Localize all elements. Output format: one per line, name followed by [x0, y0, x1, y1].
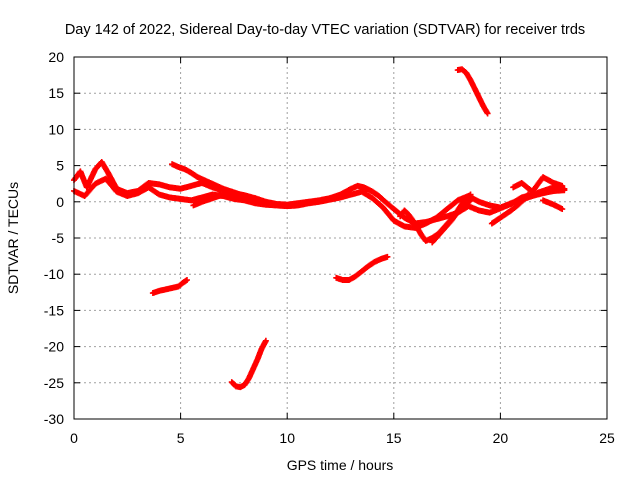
y-tick-label: 20 [48, 49, 64, 65]
y-tick-label: 10 [48, 121, 64, 137]
data-point [183, 276, 190, 283]
series-top-arc-18-19-hours [454, 66, 491, 117]
data-point [466, 192, 473, 199]
x-tick-label: 20 [493, 430, 509, 446]
x-axis-label: GPS time / hours [287, 457, 394, 473]
data-points [71, 66, 568, 391]
data-point [524, 192, 531, 199]
y-tick-label: 15 [48, 85, 64, 101]
y-tick-label: -20 [44, 339, 64, 355]
y-tick-label: 5 [56, 158, 64, 174]
data-point [525, 191, 532, 198]
series-dip-17-18-hours [429, 197, 474, 246]
data-point [258, 198, 265, 205]
data-point [561, 187, 568, 194]
x-tick-label: 15 [386, 430, 402, 446]
data-point [559, 206, 566, 213]
series-lower-22-23-hours [540, 197, 566, 213]
y-tick-label: -5 [52, 230, 65, 246]
series-upper-20-23-hours [510, 174, 566, 195]
series-arc-5-9-hours [190, 191, 265, 209]
series-bottom-arc-7-9-hours [228, 337, 269, 391]
x-tick-label: 5 [177, 430, 185, 446]
data-point [467, 197, 474, 204]
series-left-low-arc-4-5-hours [149, 276, 190, 297]
y-tick-label: -15 [44, 302, 64, 318]
axis-ticks: 0 5 10 15 20 25 -30 -25 -20 -15 -10 -5 0 5 10 15 20 [44, 49, 615, 446]
series-mid-arc-12-15-hours [333, 253, 391, 283]
data-point [466, 198, 473, 205]
y-tick-label: 0 [56, 194, 64, 210]
series-rise-19-21-hours [488, 191, 532, 227]
x-tick-label: 10 [279, 430, 295, 446]
y-tick-label: -25 [44, 375, 64, 391]
chart-title: Day 142 of 2022, Sidereal Day-to-day VTE… [65, 22, 585, 38]
data-point [384, 253, 391, 260]
grid-lines [74, 57, 607, 419]
y-tick-label: -10 [44, 266, 64, 282]
data-point [262, 337, 269, 344]
data-point [559, 182, 566, 189]
y-tick-label: -30 [44, 411, 64, 427]
x-tick-label: 0 [70, 430, 78, 446]
x-tick-label: 25 [599, 430, 615, 446]
data-point [467, 191, 474, 198]
y-axis-label: SDTVAR / TECUs [5, 182, 21, 294]
data-point [484, 110, 491, 117]
